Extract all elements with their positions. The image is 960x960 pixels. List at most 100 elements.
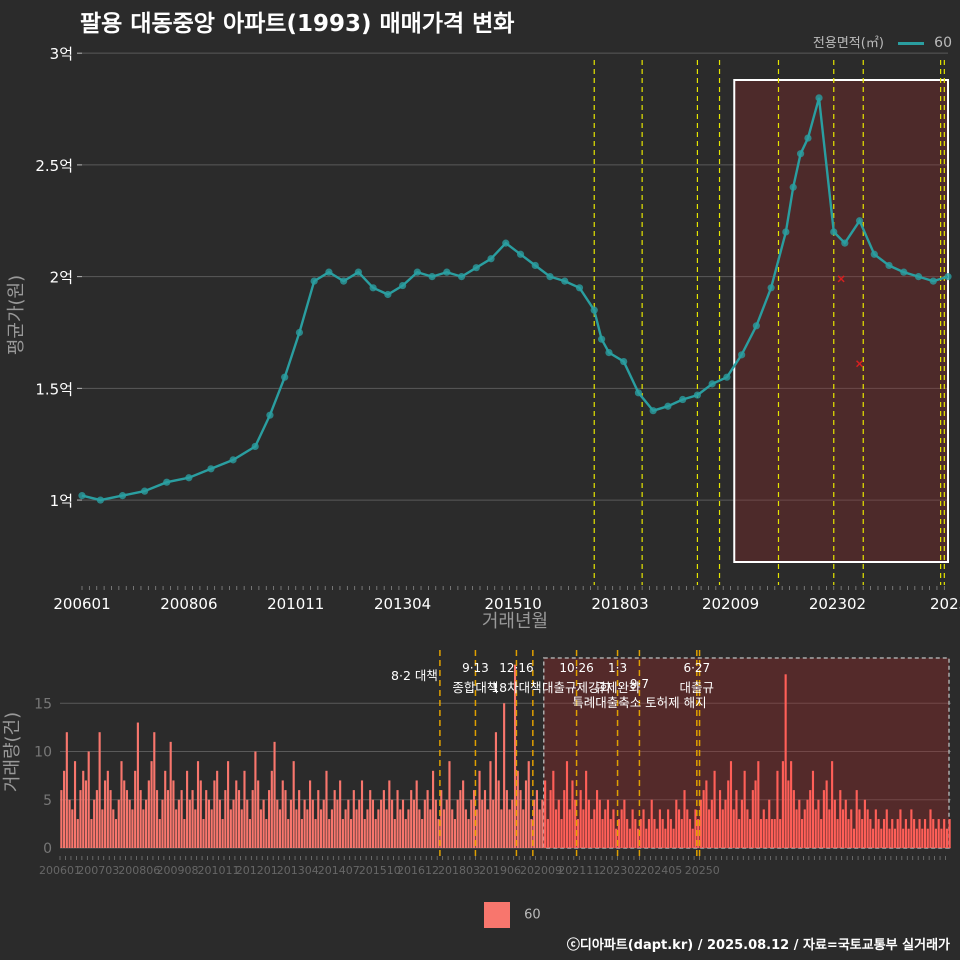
bottom-bar <box>68 799 71 848</box>
bottom-bar <box>768 799 771 848</box>
bottom-bar <box>836 819 839 848</box>
bottom-bar <box>503 703 506 848</box>
policy-label: 8·2 대책 <box>391 668 438 683</box>
top-data-point <box>620 357 628 366</box>
bottom-bar <box>650 799 653 848</box>
policy-label: 1·3 <box>608 661 627 675</box>
bottom-bar <box>885 809 888 848</box>
bottom-bar <box>278 809 282 848</box>
bottom-bar <box>311 799 314 848</box>
bottom-bar <box>330 809 334 848</box>
top-data-point <box>767 284 775 292</box>
top-xtick-label: 200806 <box>160 595 217 613</box>
bottom-bar <box>205 790 208 848</box>
bottom-bar <box>254 751 257 848</box>
bottom-xtick-label: 201612 <box>397 864 439 877</box>
policy-label: 9·13 <box>462 661 489 675</box>
bottom-ytick-label: 5 <box>43 793 52 809</box>
bottom-bar <box>825 780 828 848</box>
bottom-bar <box>593 809 596 848</box>
bottom-bar <box>237 790 241 848</box>
top-data-point <box>310 277 318 285</box>
bottom-bar <box>765 819 768 848</box>
top-data-point <box>384 290 392 299</box>
bottom-bar <box>196 761 200 848</box>
top-data-point <box>472 264 480 272</box>
bottom-bar <box>626 819 629 848</box>
top-data-point <box>141 487 149 495</box>
bottom-bar <box>721 809 724 848</box>
bottom-xtick-label: 201201 <box>236 864 278 877</box>
bottom-bar <box>833 799 836 848</box>
bottom-bar <box>781 761 784 848</box>
top-data-point <box>752 322 760 330</box>
bottom-bar <box>109 790 112 848</box>
bottom-bar <box>194 809 197 848</box>
bottom-bar <box>87 751 90 848</box>
bottom-bar <box>456 799 459 848</box>
bottom-bar <box>483 790 487 848</box>
top-data-point <box>516 250 525 258</box>
bottom-bar <box>505 790 508 848</box>
bottom-bar <box>191 790 194 848</box>
bottom-bar <box>877 819 880 848</box>
bottom-bar <box>475 809 478 848</box>
bottom-bar <box>344 809 347 848</box>
bottom-bar <box>546 819 549 848</box>
bottom-bar <box>770 819 774 848</box>
bottom-bar <box>869 819 872 848</box>
bottom-bar <box>664 828 667 848</box>
bottom-bar <box>257 780 260 848</box>
bottom-bar <box>134 770 137 848</box>
bottom-bar <box>516 770 519 848</box>
bottom-bar <box>415 780 418 848</box>
bottom-bar <box>464 809 467 848</box>
bottom-bar <box>658 809 661 848</box>
bottom-bar <box>158 819 161 848</box>
top-data-point <box>546 273 554 281</box>
top-data-point <box>796 150 805 158</box>
bottom-bar <box>432 770 435 848</box>
top-data-point <box>531 261 539 270</box>
bottom-bar <box>565 761 569 848</box>
bottom-bar <box>527 761 530 848</box>
bottom-bar <box>136 722 139 848</box>
bottom-bar <box>945 828 948 848</box>
bottom-bar <box>423 799 426 848</box>
bottom-bar <box>598 799 601 848</box>
bottom-bar <box>391 799 394 848</box>
bottom-bar <box>642 809 645 848</box>
bottom-bar <box>429 809 432 848</box>
bottom-bar <box>934 828 938 848</box>
top-data-point <box>78 492 86 500</box>
bottom-bar <box>667 809 670 848</box>
bottom-bar <box>123 780 126 848</box>
top-data-point <box>502 239 510 247</box>
bottom-bar <box>380 799 383 848</box>
top-data-point <box>251 442 259 451</box>
top-data-point <box>830 228 838 236</box>
top-data-point <box>900 268 908 276</box>
bottom-bar <box>554 809 558 848</box>
bottom-bar <box>861 819 864 848</box>
bottom-bar <box>874 809 877 848</box>
bottom-ytick-label: 15 <box>34 696 52 712</box>
policy-label: 18차대책 <box>491 680 541 695</box>
bottom-bar <box>579 790 582 848</box>
bottom-bar <box>287 819 290 848</box>
bottom-bar <box>639 819 642 848</box>
bottom-bar <box>210 809 213 848</box>
top-data-point <box>399 281 407 290</box>
bottom-bar <box>65 732 68 848</box>
bottom-bar <box>284 790 287 848</box>
bottom-bar <box>180 790 183 848</box>
bottom-bar <box>798 799 801 848</box>
top-xtick-label: 2025 <box>930 595 960 613</box>
bottom-bar <box>71 809 74 848</box>
bottom-bar <box>738 819 741 848</box>
bottom-bar <box>899 809 902 848</box>
top-data-point <box>369 284 377 292</box>
bottom-bar <box>352 790 355 848</box>
bottom-bar <box>893 828 897 848</box>
top-ytick-label: 3억 <box>50 45 73 63</box>
